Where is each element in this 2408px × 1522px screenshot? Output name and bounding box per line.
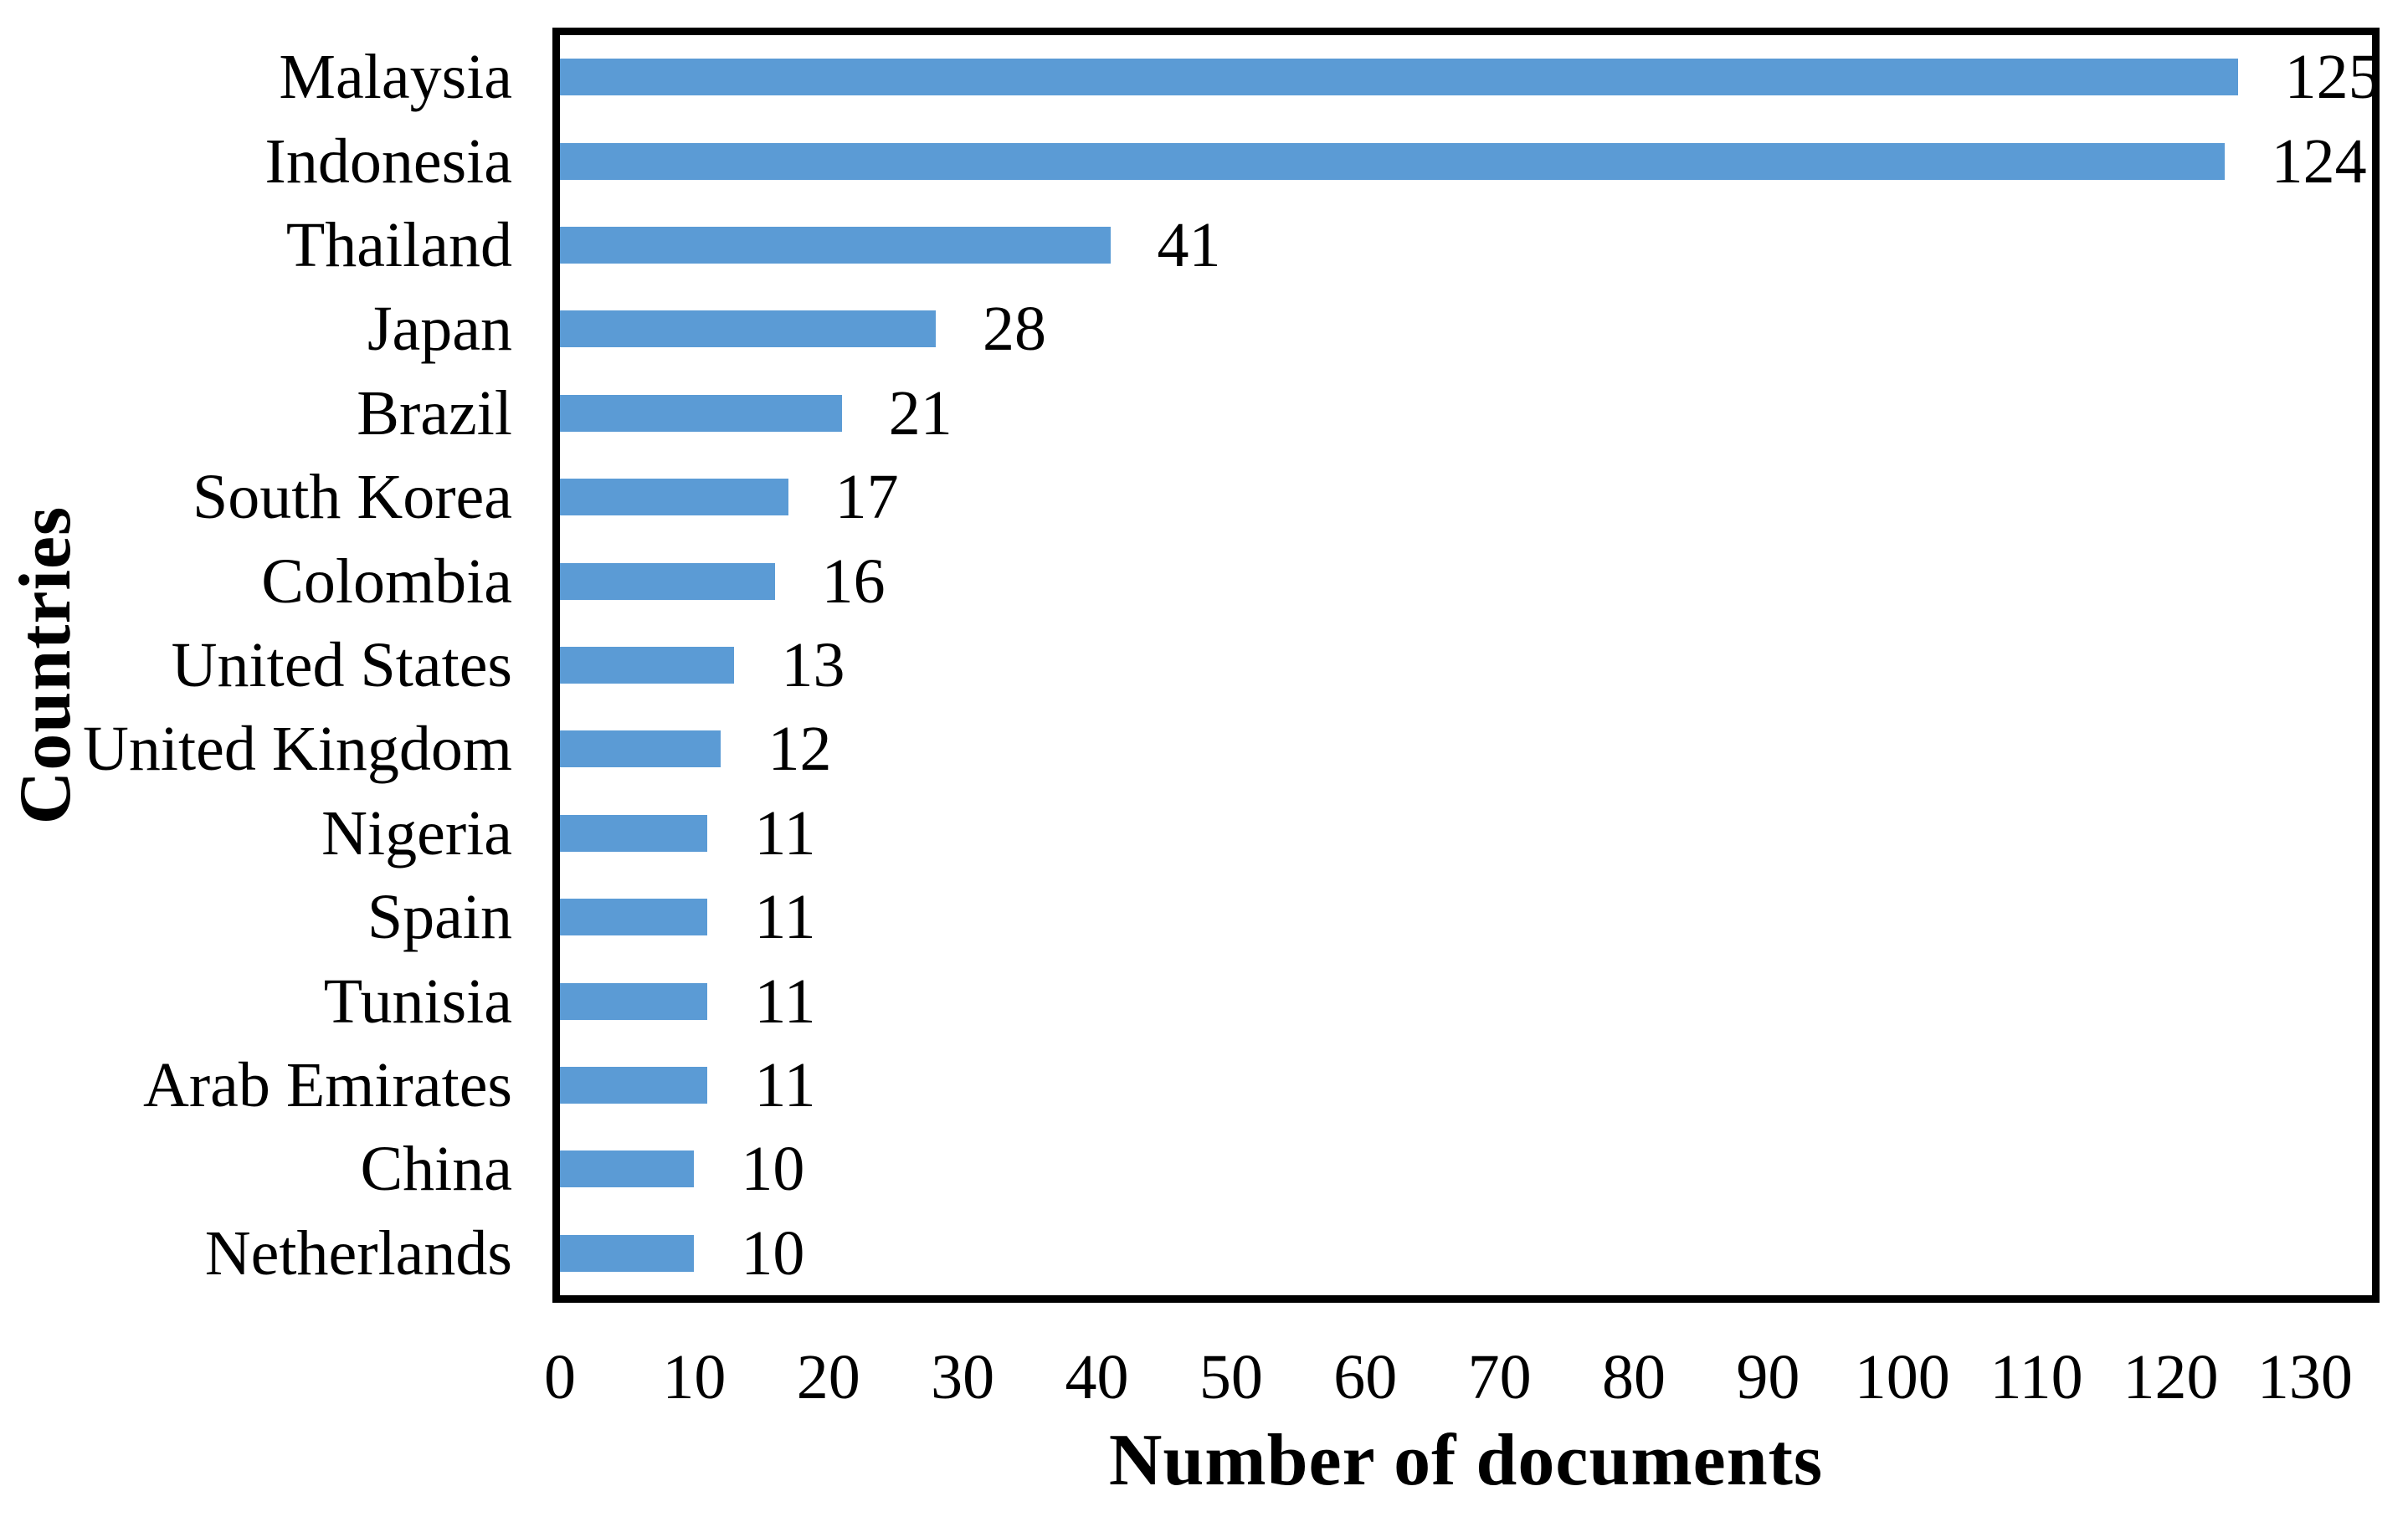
bar (560, 982, 708, 1020)
plot-area: 125 124 41 28 21 17 16 13 12 11 11 11 11 10 10 (552, 28, 2380, 1303)
bar (560, 1150, 695, 1188)
x-tick-label: 130 (2257, 1342, 2353, 1412)
bar (560, 142, 2225, 180)
x-axis-ticks: 0 10 20 30 40 50 60 70 80 90 100 110 120 130 (544, 1342, 2372, 1421)
bar (560, 1067, 708, 1104)
x-tick-label: 30 (931, 1342, 995, 1412)
bar (560, 899, 708, 936)
x-tick-label: 120 (2123, 1342, 2219, 1412)
x-tick-label: 0 (544, 1342, 576, 1412)
bar-value-label: 41 (1157, 210, 1221, 280)
x-tick-label: 50 (1199, 1342, 1263, 1412)
bar (560, 59, 2238, 96)
category-label: China (360, 1134, 512, 1205)
bar-value-label: 11 (754, 797, 816, 869)
bar (560, 730, 721, 768)
bar-value-label: 10 (741, 1134, 805, 1205)
bar (560, 310, 937, 348)
category-label: Netherlands (204, 1217, 512, 1289)
bar (560, 814, 708, 852)
bar (560, 1234, 695, 1272)
bar-value-label: 21 (888, 377, 952, 448)
category-label: Brazil (357, 377, 512, 448)
bar-value-label: 124 (2271, 126, 2367, 197)
bar-value-label: 11 (754, 882, 816, 953)
bar-value-label: 12 (768, 714, 832, 785)
bar-value-label: 125 (2284, 42, 2380, 113)
bar-value-label: 11 (754, 966, 816, 1037)
x-tick-label: 100 (1854, 1342, 1950, 1412)
x-tick-label: 80 (1601, 1342, 1666, 1412)
bar-value-label: 16 (821, 546, 886, 617)
category-label: Indonesia (264, 126, 512, 197)
x-tick-label: 20 (796, 1342, 860, 1412)
category-label: Thailand (285, 210, 512, 280)
category-label: Colombia (261, 546, 512, 617)
bar (560, 479, 788, 516)
bar (560, 394, 842, 432)
bar (560, 227, 1111, 264)
bar-value-label: 13 (781, 630, 845, 700)
category-label: Spain (367, 882, 512, 953)
x-tick-label: 110 (1990, 1342, 2083, 1412)
category-label: Malaysia (279, 42, 512, 113)
bar-value-label: 28 (983, 294, 1047, 365)
category-label: Tunisia (323, 966, 512, 1037)
bar-value-label: 17 (834, 462, 899, 533)
x-tick-label: 10 (662, 1342, 727, 1412)
x-tick-label: 40 (1065, 1342, 1129, 1412)
bar (560, 647, 735, 684)
x-axis-title: Number of documents (1108, 1420, 1824, 1501)
x-tick-label: 70 (1467, 1342, 1532, 1412)
category-axis: Malaysia Indonesia Thailand Japan Brazil Sout… (0, 28, 512, 1303)
bar-value-label: 11 (754, 1050, 816, 1120)
category-label: Japan (367, 294, 512, 365)
x-tick-label: 90 (1736, 1342, 1800, 1412)
bar-value-label: 10 (741, 1217, 805, 1289)
bar (560, 562, 775, 600)
category-label: Nigeria (321, 797, 512, 869)
x-tick-label: 60 (1333, 1342, 1398, 1412)
category-label: Arab Emirates (142, 1050, 512, 1120)
category-label: United Kingdom (83, 714, 512, 785)
category-label: South Korea (192, 462, 512, 533)
category-label: United States (171, 630, 512, 700)
